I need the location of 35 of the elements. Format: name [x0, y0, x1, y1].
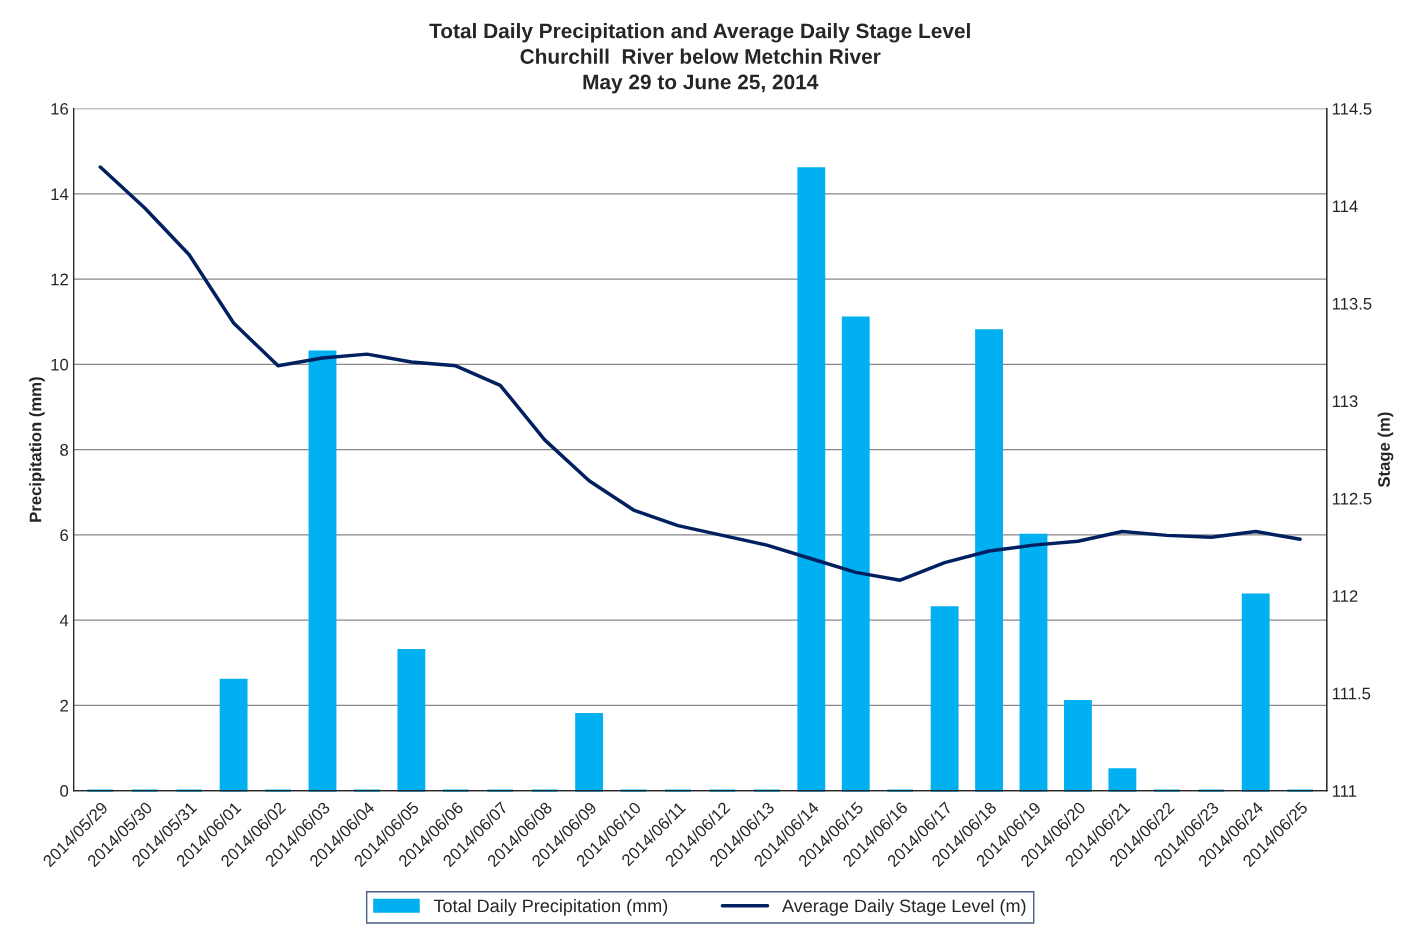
y-tick-label: 4: [59, 614, 69, 627]
bar: [575, 712, 604, 792]
y2-tick-label: 111: [1332, 785, 1357, 797]
y2-tick-label: 112.5: [1332, 492, 1372, 505]
y-tick-label: 12: [51, 273, 68, 286]
y-tick-label: 10: [51, 358, 69, 371]
bar: [219, 678, 248, 792]
bar: [1241, 593, 1270, 792]
bar: [1019, 533, 1048, 792]
y2-axis-title: Stage (m): [1377, 412, 1394, 488]
y2-tick-label: 112: [1332, 590, 1358, 602]
chart-title: Total Daily Precipitation and Average Daily Stage Level Churchill River below Metchin River May 29 to June 25, 2014: [429, 23, 970, 94]
legend-label: Total Daily Precipitation (mm): [433, 898, 668, 916]
bar: [975, 329, 1003, 792]
bar: [841, 316, 870, 792]
bar: [797, 167, 826, 792]
y-tick-label: 16: [51, 102, 69, 115]
bar: [397, 648, 426, 792]
y2-tick-label: 113: [1332, 395, 1358, 408]
y-tick-label: 0: [60, 785, 69, 797]
y2-tick-label: 114: [1332, 200, 1358, 213]
y-tick-label: 2: [60, 699, 68, 712]
y-tick-label: 6: [60, 529, 69, 542]
y-axis-title: Precipitation (mm): [29, 377, 45, 522]
legend-label: Average Daily Stage Level (m): [782, 898, 1026, 916]
y-tick-label: 8: [60, 444, 69, 456]
bar: [1064, 700, 1092, 792]
y2-tick-label: 111.5: [1332, 687, 1371, 700]
bar: [308, 350, 337, 792]
bar: [930, 606, 959, 792]
y2-tick-label: 113.5: [1332, 297, 1372, 310]
y-tick-label: 14: [51, 188, 69, 200]
bar: [1108, 768, 1137, 792]
y2-tick-label: 114.5: [1332, 103, 1372, 115]
line-series: [98, 165, 1302, 582]
